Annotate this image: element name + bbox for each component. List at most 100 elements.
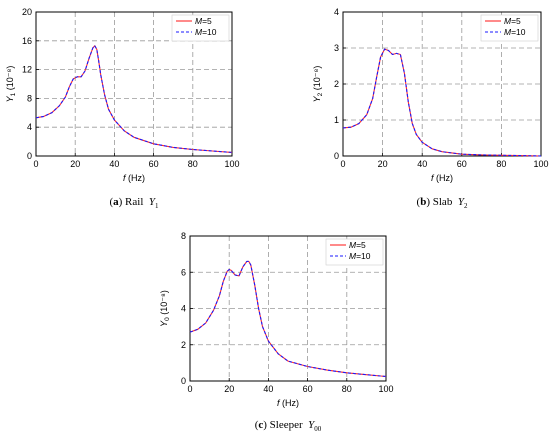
x-axis-unit: (Hz): [280, 398, 300, 408]
x-tick-label: 40: [263, 384, 273, 394]
caption-sub: 2: [464, 202, 468, 210]
legend-var: M: [349, 251, 357, 261]
legend: M=5M=10: [325, 238, 384, 266]
x-axis-label: f (Hz): [123, 173, 145, 183]
y-tick-label: 0: [334, 151, 339, 161]
legend-label: M=10: [504, 27, 526, 37]
legend-box: [171, 14, 230, 42]
y-axis-unit: (10⁻⁸): [5, 66, 15, 93]
legend-label: M=10: [349, 251, 371, 261]
caption: (c) Sleeper Y00: [255, 419, 322, 433]
x-tick-label: 40: [417, 159, 427, 169]
x-tick-label: 100: [224, 159, 239, 169]
x-tick-label: 20: [378, 159, 388, 169]
y-tick-label: 20: [22, 7, 32, 17]
caption: (a) Rail Y1: [109, 196, 159, 210]
x-tick-label: 0: [187, 384, 192, 394]
y-tick-label: 4: [334, 7, 339, 17]
y-tick-label: 6: [181, 267, 186, 277]
x-tick-label: 100: [378, 384, 393, 394]
series-line-M=10: [35, 45, 233, 153]
y-axis-unit: (10⁻⁸): [159, 290, 169, 317]
caption-tag: c: [258, 419, 263, 431]
legend: M=5M=10: [480, 14, 539, 42]
x-axis-unit: (Hz): [434, 173, 454, 183]
legend-var: M: [195, 27, 203, 37]
legend-var: M: [504, 27, 512, 37]
y-tick-label: 12: [22, 65, 32, 75]
y-axis-sub: 0: [164, 317, 171, 321]
y-tick-label: 0: [27, 151, 32, 161]
y-axis-label: Y1 (10⁻⁸): [5, 66, 17, 103]
y-axis-var: Y: [5, 95, 15, 102]
y-tick-label: 8: [27, 93, 32, 103]
x-axis-label: f (Hz): [277, 398, 299, 408]
legend: M=5M=10: [171, 14, 230, 42]
y-axis-label: Y2 (10⁻⁸): [312, 66, 324, 103]
x-axis-unit: (Hz): [126, 173, 146, 183]
y-axis-var: Y: [159, 320, 169, 327]
y-axis-sub: 2: [317, 92, 324, 96]
caption-tag: b: [420, 196, 426, 208]
x-tick-label: 0: [33, 159, 38, 169]
legend-value: =5: [356, 240, 366, 250]
y-tick-label: 4: [27, 122, 32, 132]
y-tick-label: 1: [334, 115, 339, 125]
legend-label: M=10: [195, 27, 217, 37]
plot-frame: [35, 11, 233, 157]
legend-box: [325, 238, 384, 266]
legend-var: M: [504, 16, 512, 26]
legend-value: =10: [511, 27, 526, 37]
x-tick-label: 80: [342, 384, 352, 394]
x-tick-label: 40: [109, 159, 119, 169]
x-axis-var: f: [431, 173, 435, 183]
legend-value: =10: [356, 251, 371, 261]
legend-var: M: [349, 240, 357, 250]
series-line-M=5: [342, 48, 542, 157]
caption-var: Y: [308, 419, 316, 431]
legend-box: [480, 14, 539, 42]
legend-var: M: [195, 16, 203, 26]
x-tick-label: 100: [533, 159, 548, 169]
caption-var: Y: [149, 196, 157, 208]
x-axis-var: f: [123, 173, 127, 183]
x-tick-label: 20: [224, 384, 234, 394]
x-tick-label: 80: [188, 159, 198, 169]
caption-sub: 1: [155, 202, 159, 210]
caption-tag: a: [113, 196, 119, 208]
y-tick-label: 4: [181, 304, 186, 314]
x-tick-label: 60: [149, 159, 159, 169]
y-axis-label: Y0 (10⁻⁸): [159, 290, 171, 327]
y-tick-label: 3: [334, 43, 339, 53]
x-tick-label: 60: [457, 159, 467, 169]
series-line-M=5: [189, 260, 387, 378]
legend-label: M=5: [349, 240, 366, 250]
y-axis-unit: (10⁻⁸): [312, 66, 322, 93]
x-tick-label: 20: [70, 159, 80, 169]
series-line-M=5: [35, 45, 233, 153]
series-line-M=10: [342, 48, 542, 157]
caption: (b) Slab Y2: [417, 196, 468, 210]
x-axis-var: f: [277, 398, 281, 408]
caption-var: Y: [458, 196, 466, 208]
y-tick-label: 16: [22, 36, 32, 46]
y-tick-label: 0: [181, 376, 186, 386]
x-axis-label: f (Hz): [431, 173, 453, 183]
y-tick-label: 2: [334, 79, 339, 89]
series-line-M=10: [189, 260, 387, 378]
y-tick-label: 2: [181, 340, 186, 350]
x-tick-label: 80: [496, 159, 506, 169]
x-tick-label: 60: [303, 384, 313, 394]
y-axis-sub: 1: [10, 92, 17, 96]
caption-sub: 00: [314, 425, 322, 433]
x-tick-label: 0: [340, 159, 345, 169]
legend-value: =10: [202, 27, 217, 37]
legend-value: =5: [202, 16, 212, 26]
y-tick-label: 8: [181, 231, 186, 241]
legend-label: M=5: [504, 16, 521, 26]
y-axis-var: Y: [312, 95, 322, 102]
